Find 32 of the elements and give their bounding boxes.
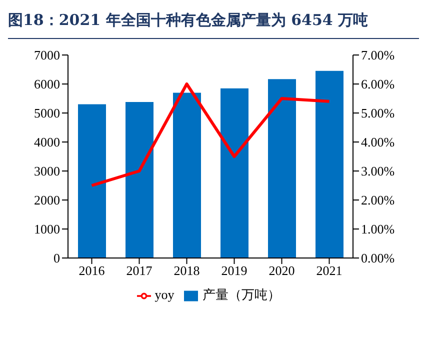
y2-tick-label: 2.00% bbox=[361, 192, 395, 208]
y2-tick-label: 7.00% bbox=[361, 48, 395, 63]
y2-tick-label: 0.00% bbox=[361, 250, 395, 266]
y2-tick-label: 1.00% bbox=[361, 222, 395, 237]
bar bbox=[78, 104, 106, 258]
x-tick-label: 2017 bbox=[126, 263, 153, 278]
bar bbox=[220, 88, 248, 258]
legend-label: yoy bbox=[154, 287, 174, 302]
y2-tick-label: 4.00% bbox=[361, 134, 395, 150]
bar bbox=[316, 70, 344, 258]
y-tick-label: 6000 bbox=[34, 76, 60, 92]
x-tick-label: 2020 bbox=[268, 263, 295, 278]
y-tick-label: 1000 bbox=[34, 222, 60, 237]
bar bbox=[173, 92, 201, 258]
line-series bbox=[90, 82, 331, 187]
x-tick-label: 2016 bbox=[78, 263, 106, 278]
y-tick-label: 3000 bbox=[34, 164, 60, 179]
y2-tick-label: 5.00% bbox=[361, 106, 395, 121]
y-tick-label: 5000 bbox=[34, 106, 60, 121]
y2-tick-label: 6.00% bbox=[361, 76, 395, 92]
x-tick-label: 2019 bbox=[221, 263, 248, 278]
legend-label: 产量（万吨） bbox=[202, 287, 280, 302]
chart-title: 图18：2021 年全国十种有色金属产量为 6454 万吨 bbox=[8, 8, 419, 39]
x-tick-label: 2018 bbox=[174, 263, 200, 278]
bar bbox=[268, 79, 296, 258]
bar bbox=[126, 102, 154, 258]
y-tick-label: 2000 bbox=[34, 192, 60, 208]
y-tick-label: 0 bbox=[54, 250, 60, 266]
y-tick-label: 7000 bbox=[34, 48, 60, 63]
y2-tick-label: 3.00% bbox=[361, 164, 395, 179]
x-tick-label: 2021 bbox=[316, 263, 342, 278]
y-tick-label: 4000 bbox=[34, 134, 60, 150]
